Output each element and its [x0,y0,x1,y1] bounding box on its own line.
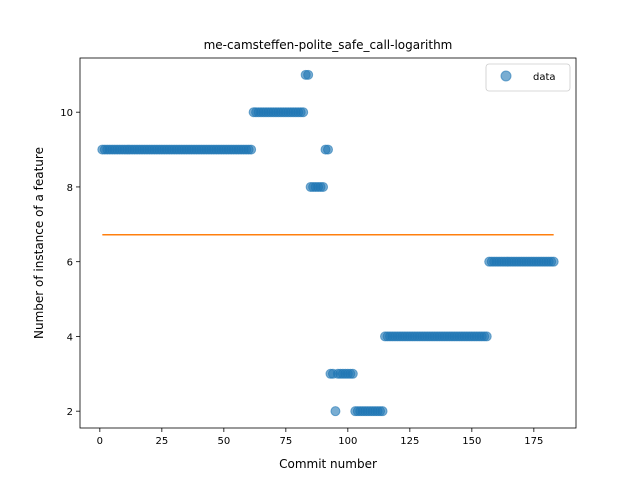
data-point [548,256,559,267]
legend-marker [500,70,512,82]
x-axis-label: Commit number [279,457,377,471]
data-point [303,69,314,80]
y-tick-label: 8 [67,183,73,194]
y-tick-label: 2 [67,407,73,418]
legend-box [485,63,571,92]
chart-title: me-camsteffen-polite_safe_call-logarithm [204,38,453,52]
data-point [323,144,333,155]
x-tick-label: 0 [97,436,103,447]
data-point [330,406,341,417]
plot-frame [79,57,577,429]
data-point [377,406,388,417]
y-tick-label: 6 [67,258,73,269]
data-point [318,181,329,192]
y-tick-label: 10 [60,108,73,119]
legend: data [485,63,571,92]
x-tick-label: 75 [279,436,292,447]
data-point [246,144,257,155]
y-tick-label: 4 [67,332,73,343]
data-point [481,331,492,342]
data-point [347,368,358,379]
x-tick-label: 175 [524,436,543,447]
y-axis-label: Number of instance of a feature [32,147,46,339]
plot-area [97,69,559,417]
x-tick-label: 125 [400,436,419,447]
x-tick-label: 150 [462,436,481,447]
x-tick-label: 100 [338,436,357,447]
y-axis-ticks: 2 4 6 8 10 [60,108,80,418]
x-tick-label: 50 [217,436,230,447]
legend-label: data [533,72,556,83]
data-point [298,107,309,118]
x-tick-label: 25 [155,436,168,447]
x-axis-ticks: 0 25 50 75 100 125 150 175 [97,428,543,447]
